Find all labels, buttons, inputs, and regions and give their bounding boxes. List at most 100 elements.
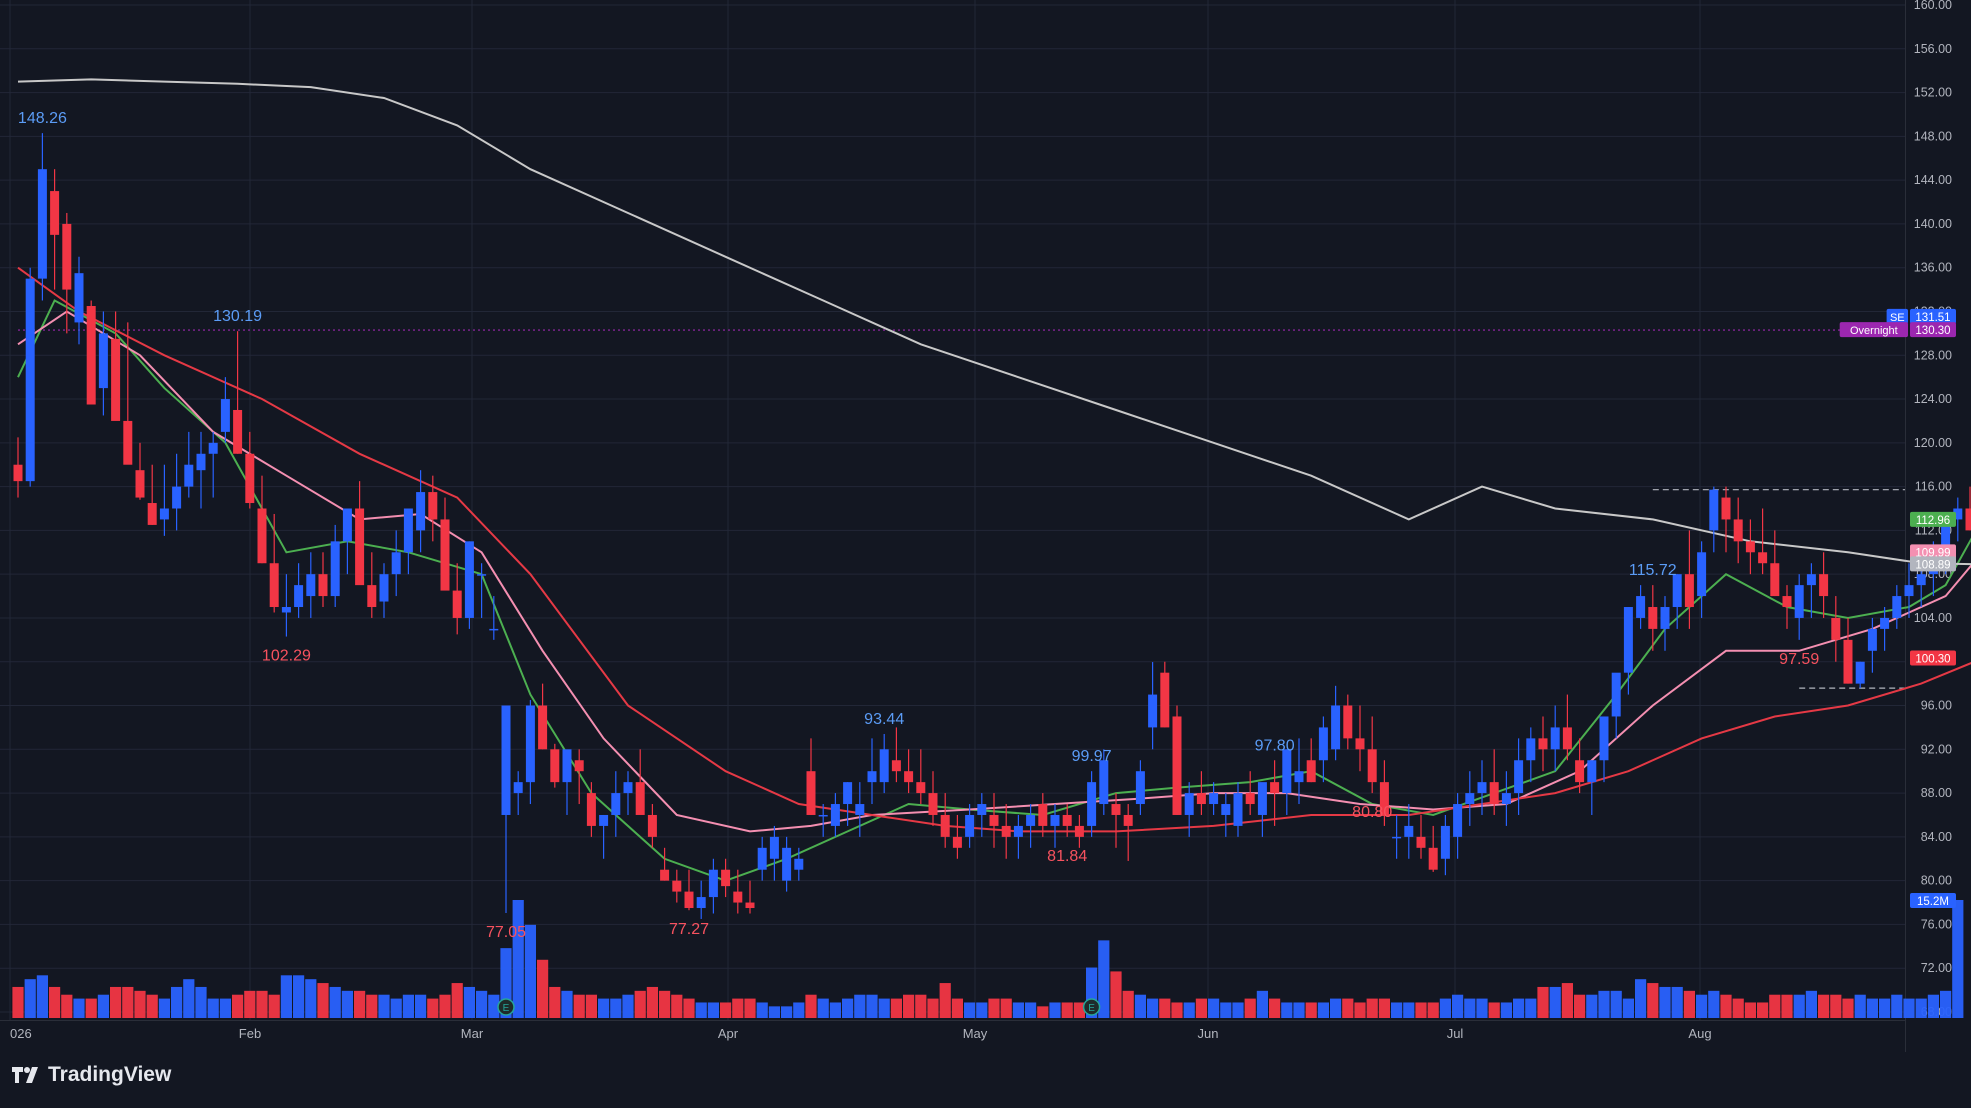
- candle-body[interactable]: [1355, 738, 1365, 750]
- candle-body[interactable]: [1209, 793, 1219, 805]
- candle-body[interactable]: [940, 814, 950, 837]
- candle-body[interactable]: [50, 191, 60, 235]
- candle-body[interactable]: [1514, 760, 1524, 794]
- candle-body[interactable]: [1282, 749, 1292, 794]
- candle-body[interactable]: [599, 814, 609, 826]
- candle-body[interactable]: [269, 563, 279, 608]
- candle-body[interactable]: [294, 585, 304, 608]
- candle-body[interactable]: [1160, 672, 1170, 728]
- candle-body[interactable]: [1013, 825, 1023, 837]
- candle-body[interactable]: [1831, 617, 1841, 640]
- candle-body[interactable]: [1062, 814, 1072, 826]
- candle-body[interactable]: [635, 782, 645, 815]
- candle-body[interactable]: [757, 847, 767, 870]
- candle-body[interactable]: [220, 399, 230, 432]
- candle-body[interactable]: [135, 470, 145, 498]
- candle-body[interactable]: [965, 814, 975, 837]
- candle-body[interactable]: [1648, 607, 1658, 629]
- candle-body[interactable]: [1331, 705, 1341, 750]
- candle-body[interactable]: [1428, 847, 1438, 870]
- candle-body[interactable]: [1819, 574, 1829, 597]
- candle-body[interactable]: [98, 333, 108, 389]
- candle-body[interactable]: [1538, 738, 1548, 750]
- candle-body[interactable]: [1270, 782, 1280, 794]
- candle-body[interactable]: [416, 492, 426, 531]
- candle-body[interactable]: [1294, 771, 1304, 783]
- candle-body[interactable]: [879, 749, 889, 783]
- candle-body[interactable]: [1599, 716, 1609, 761]
- candle-body[interactable]: [1465, 793, 1475, 805]
- candle-body[interactable]: [1001, 825, 1011, 837]
- candle-body[interactable]: [489, 628, 499, 631]
- candle-body[interactable]: [696, 897, 706, 909]
- candle-body[interactable]: [1245, 793, 1255, 805]
- candle-body[interactable]: [1721, 497, 1731, 520]
- candle-body[interactable]: [769, 836, 779, 859]
- candle-body[interactable]: [1892, 596, 1902, 618]
- candle-body[interactable]: [1233, 793, 1243, 826]
- candle-body[interactable]: [794, 858, 804, 870]
- candle-body[interactable]: [574, 760, 584, 772]
- candle-body[interactable]: [1196, 793, 1206, 805]
- candle-body[interactable]: [1318, 727, 1328, 761]
- candle-body[interactable]: [733, 891, 743, 903]
- candle-body[interactable]: [1526, 738, 1536, 761]
- candle-body[interactable]: [1941, 519, 1951, 553]
- candle-body[interactable]: [1135, 771, 1145, 805]
- candle-body[interactable]: [1758, 552, 1768, 564]
- candle-body[interactable]: [550, 749, 560, 783]
- candle-body[interactable]: [1074, 825, 1084, 837]
- candle-body[interactable]: [1733, 519, 1743, 542]
- candle-body[interactable]: [477, 574, 487, 576]
- candle-body[interactable]: [1038, 804, 1048, 826]
- candle-body[interactable]: [318, 574, 328, 597]
- candle-body[interactable]: [1636, 596, 1646, 618]
- candle-body[interactable]: [684, 891, 694, 909]
- tradingview-logo[interactable]: TradingView: [12, 1063, 171, 1087]
- candle-body[interactable]: [25, 278, 35, 482]
- candle-body[interactable]: [147, 503, 157, 525]
- candle-body[interactable]: [74, 273, 84, 323]
- candle-body[interactable]: [1343, 705, 1353, 739]
- candle-body[interactable]: [891, 760, 901, 772]
- candle-body[interactable]: [1501, 793, 1511, 805]
- candle-body[interactable]: [281, 607, 291, 613]
- candle-body[interactable]: [525, 705, 535, 783]
- candle-body[interactable]: [867, 771, 877, 783]
- candle-body[interactable]: [1953, 508, 1963, 520]
- candle-body[interactable]: [1623, 607, 1633, 673]
- candle-body[interactable]: [1392, 836, 1402, 839]
- candle-body[interactable]: [1904, 585, 1914, 597]
- candle-body[interactable]: [611, 793, 621, 815]
- candle-body[interactable]: [1880, 617, 1890, 629]
- candle-body[interactable]: [830, 804, 840, 826]
- candle-body[interactable]: [367, 585, 377, 608]
- candle-body[interactable]: [1306, 760, 1316, 783]
- earnings-marker[interactable]: [1082, 998, 1101, 1016]
- candle-body[interactable]: [428, 492, 438, 520]
- candle-body[interactable]: [1660, 607, 1670, 629]
- candle-body[interactable]: [843, 782, 853, 805]
- candle-body[interactable]: [586, 793, 596, 826]
- candle-body[interactable]: [13, 464, 23, 482]
- candle-body[interactable]: [1099, 760, 1109, 805]
- candle-body[interactable]: [159, 508, 169, 520]
- candle-body[interactable]: [1404, 825, 1414, 837]
- candle-body[interactable]: [1440, 825, 1450, 859]
- candle-body[interactable]: [1843, 639, 1853, 684]
- candle-body[interactable]: [1794, 585, 1804, 618]
- candle-body[interactable]: [672, 880, 682, 892]
- candle-body[interactable]: [1111, 804, 1121, 815]
- candle-body[interactable]: [1867, 628, 1877, 651]
- candle-body[interactable]: [1782, 596, 1792, 608]
- candle-body[interactable]: [1026, 814, 1036, 826]
- candle-body[interactable]: [806, 771, 816, 815]
- candle-body[interactable]: [379, 574, 389, 602]
- candle-body[interactable]: [1611, 672, 1621, 717]
- candle-body[interactable]: [1489, 782, 1499, 805]
- candle-body[interactable]: [1855, 661, 1865, 684]
- candle-body[interactable]: [245, 453, 255, 504]
- candle-body[interactable]: [916, 782, 926, 794]
- candle-body[interactable]: [513, 782, 523, 794]
